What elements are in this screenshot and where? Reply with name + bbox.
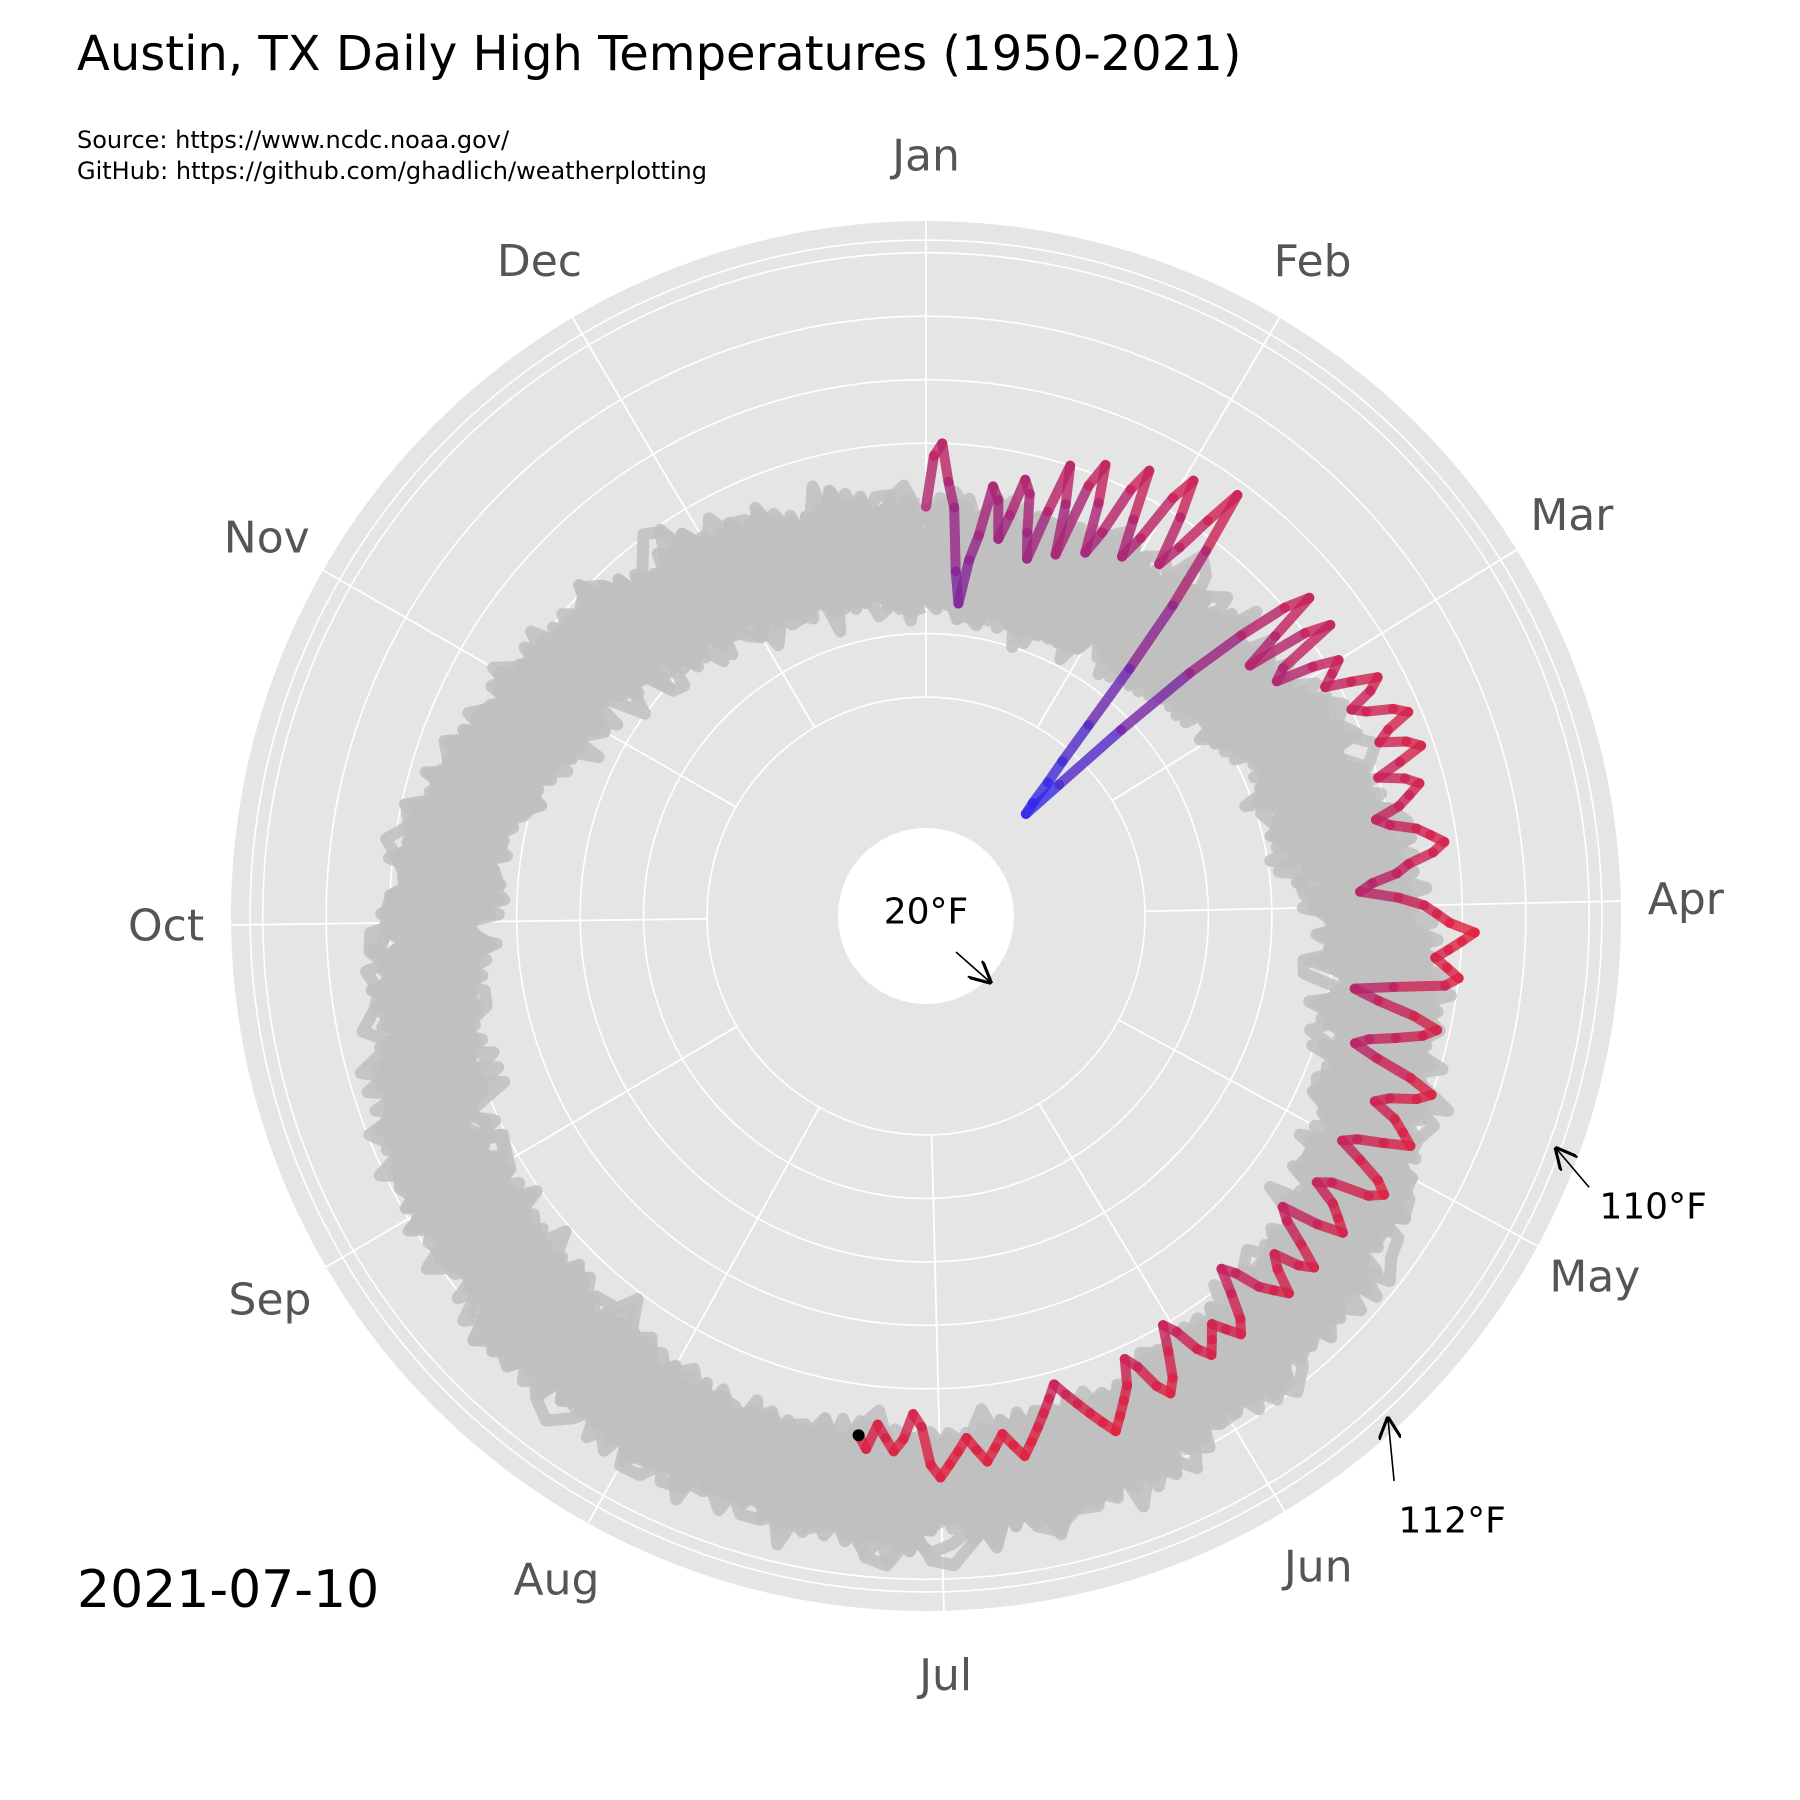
record-high-label: 110°F (1599, 1187, 1706, 1228)
center-hole (838, 828, 1014, 1004)
record-high-arrow (1556, 1149, 1590, 1188)
current-year-segment (1373, 995, 1420, 1022)
month-label-apr: Apr (1648, 874, 1725, 925)
current-year-segment (1128, 465, 1155, 525)
month-labels: Jan Feb Mar Apr May Jun Jul Aug Sep Oct Nov Dec (128, 131, 1725, 1702)
current-year-segment (1167, 545, 1211, 611)
month-spoke (571, 317, 816, 728)
current-year-segment (1093, 459, 1111, 509)
source-line: Source: https://www.ncdc.noaa.gov/ (77, 126, 510, 154)
current-year-segment (949, 502, 961, 577)
current-year-segment (1175, 475, 1199, 523)
current-year-segment (1174, 515, 1213, 553)
month-label-oct: Oct (128, 900, 204, 951)
current-year-series (852, 438, 1480, 1483)
record-annotations: 20°F 110°F 112°F (884, 892, 1707, 1542)
month-spoke (1038, 1103, 1286, 1512)
record-low-label: 20°F (884, 892, 969, 933)
current-year-segment (1022, 488, 1035, 538)
github-line: GitHub: https://github.com/ghadlich/weat… (77, 157, 707, 185)
record-high-label: 112°F (1398, 1501, 1505, 1542)
month-label-jul: Jul (916, 1650, 972, 1701)
current-year-segment (1057, 720, 1094, 767)
current-year-segment (1135, 492, 1178, 543)
month-label-may: May (1549, 1251, 1640, 1302)
month-spoke (325, 1025, 738, 1268)
month-label-aug: Aug (513, 1555, 599, 1606)
current-year-segment (1278, 619, 1336, 674)
current-year-segment (1200, 490, 1243, 556)
month-label-nov: Nov (224, 512, 310, 563)
current-year-segment (1116, 668, 1195, 735)
current-day-marker (852, 1429, 865, 1442)
current-year-segment (1184, 630, 1247, 679)
current-year-segment (1355, 886, 1404, 903)
month-label-mar: Mar (1530, 490, 1614, 541)
month-spoke (930, 1134, 945, 1611)
current-year-segment (1060, 460, 1076, 510)
current-year-segment (973, 481, 999, 541)
current-year-segment (1050, 480, 1094, 560)
record-high-arrow (1388, 1419, 1394, 1482)
current-year-segment (1124, 600, 1178, 674)
current-year-segment (1083, 663, 1135, 731)
current-year-segment (1097, 484, 1136, 538)
month-label-jun: Jun (1281, 1541, 1353, 1592)
month-label-jan: Jan (889, 131, 960, 182)
current-year-segment (1020, 779, 1065, 819)
current-year-segment (1326, 1177, 1374, 1201)
current-year-segment (916, 1421, 936, 1470)
month-label-sep: Sep (229, 1274, 312, 1325)
current-year-segment (937, 438, 954, 487)
current-year-segment (1371, 1053, 1416, 1084)
current-year-segment (1054, 724, 1127, 790)
current-year-segment (1236, 602, 1290, 641)
current-year-segment (1271, 661, 1318, 687)
month-label-feb: Feb (1274, 236, 1352, 287)
month-spoke (1111, 548, 1518, 802)
current-year-segment (1244, 628, 1310, 671)
date-stamp: 2021-07-10 (77, 1560, 380, 1620)
chart-title: Austin, TX Daily High Temperatures (1950… (77, 26, 1242, 82)
current-year-segment (1270, 592, 1315, 642)
current-year-segment (953, 555, 975, 609)
record-low-arrow (955, 951, 990, 982)
current-year-segment (1021, 506, 1053, 564)
current-year-segment (1388, 980, 1450, 992)
history-year-line (380, 533, 1449, 1548)
month-label-dec: Dec (497, 236, 582, 287)
current-year-segment (921, 450, 939, 512)
center-circle (838, 828, 1014, 1004)
